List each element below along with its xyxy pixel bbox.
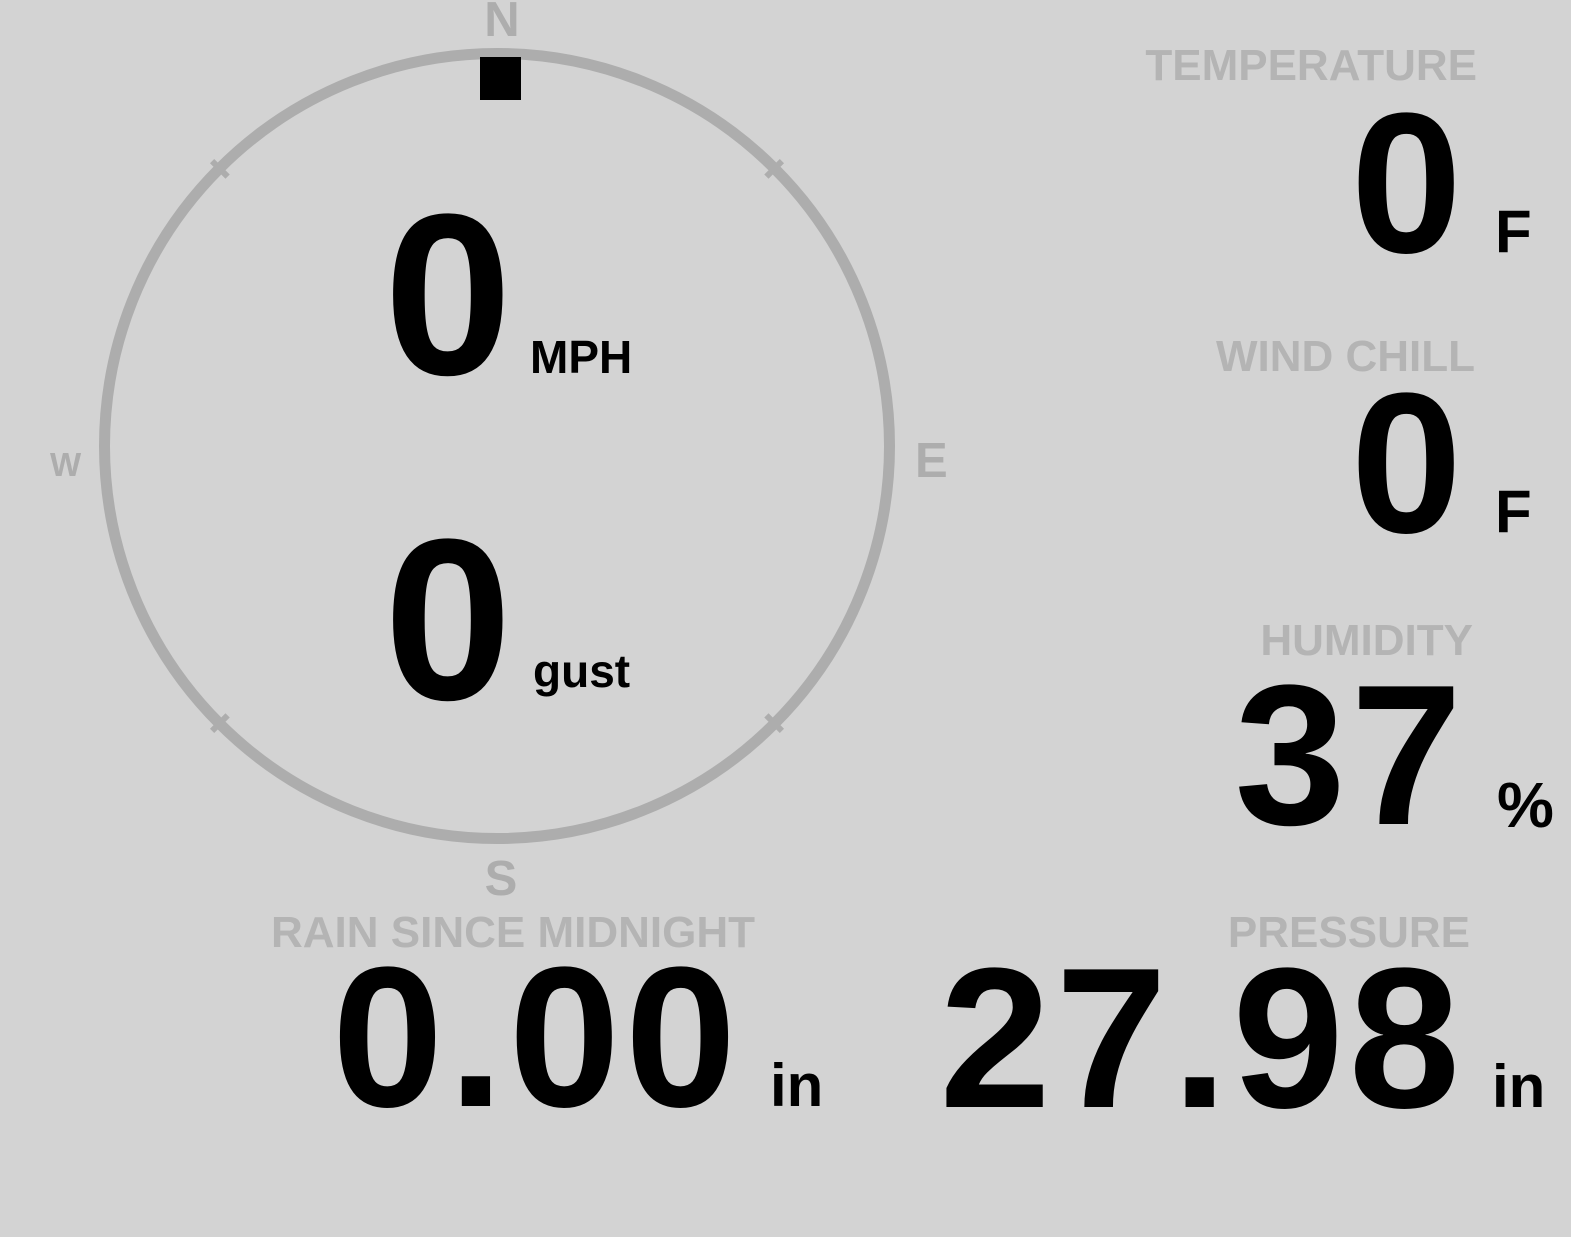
compass-tick-se-icon <box>764 713 785 734</box>
pressure-unit: in <box>1492 1053 1546 1120</box>
temperature-value: 0 <box>1350 72 1467 295</box>
compass-south-label: S <box>484 852 518 906</box>
wind-chill-unit: F <box>1495 478 1532 545</box>
rain-since-midnight-label: RAIN SINCE MIDNIGHT <box>271 908 755 957</box>
rain-since-midnight-unit: in <box>770 1052 824 1119</box>
wind-speed-value: 0 <box>384 166 512 423</box>
wind-gust-unit: gust <box>533 645 631 697</box>
pressure-value: 27.98 <box>939 927 1465 1150</box>
rain-since-midnight-value: 0.00 <box>332 926 742 1149</box>
humidity-unit: % <box>1497 769 1554 841</box>
compass-tick-nw-icon <box>209 158 230 179</box>
wind-gust-value: 0 <box>384 491 512 748</box>
wind-compass-ring <box>99 48 895 844</box>
compass-tick-sw-icon <box>209 713 230 734</box>
compass-north-label: N <box>484 0 520 47</box>
compass-tick-ne-icon <box>764 158 785 179</box>
wind-chill-label: WIND CHILL <box>1215 332 1475 381</box>
wind-direction-marker-icon <box>480 57 521 100</box>
compass-circle <box>99 48 895 844</box>
compass-west-label: W <box>50 446 82 483</box>
wind-speed-unit: MPH <box>530 331 633 383</box>
temperature-label: TEMPERATURE <box>1145 41 1477 90</box>
temperature-unit: F <box>1495 198 1532 265</box>
wind-chill-value: 0 <box>1350 352 1467 575</box>
humidity-label: HUMIDITY <box>1260 616 1473 665</box>
humidity-value: 37 <box>1234 644 1467 867</box>
compass-east-label: E <box>915 434 948 488</box>
pressure-label: PRESSURE <box>1227 908 1470 957</box>
